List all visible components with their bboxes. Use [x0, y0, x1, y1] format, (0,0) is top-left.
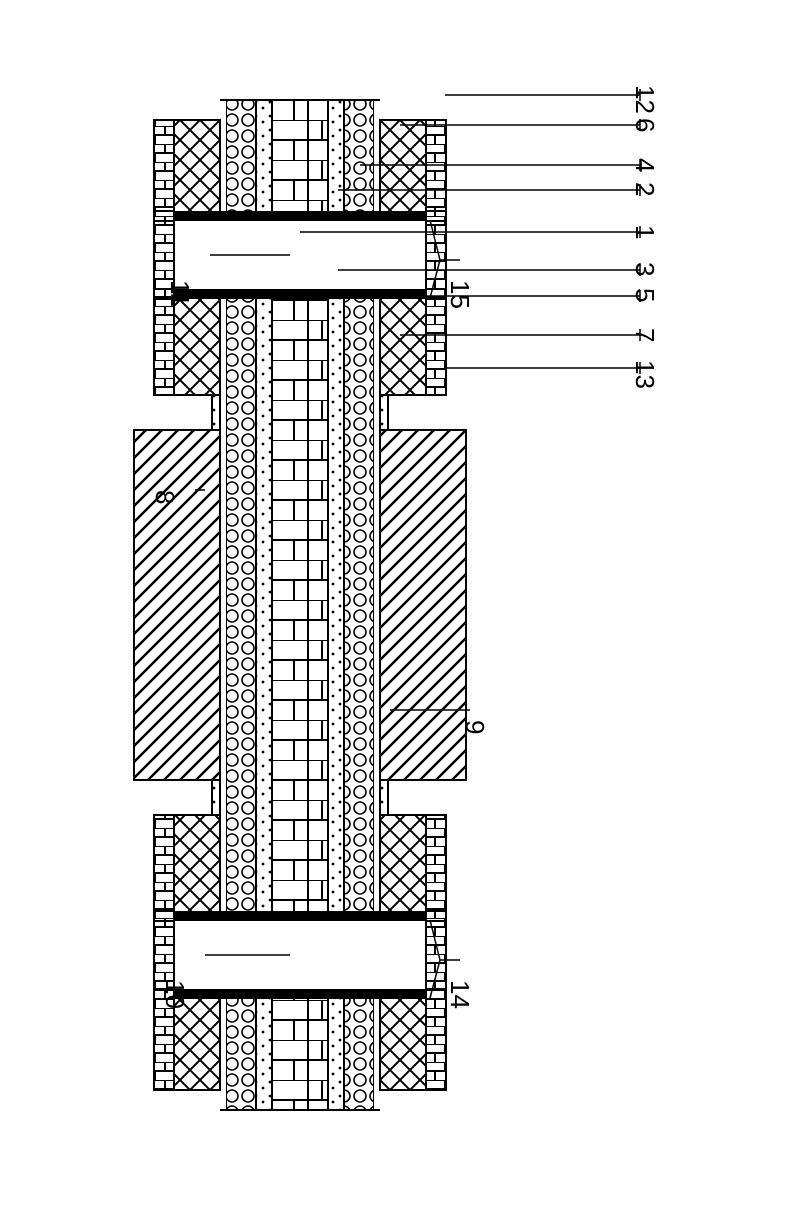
callout-11: 11	[164, 280, 195, 307]
callout-8: 8	[149, 490, 180, 504]
callout-5: 5	[629, 288, 660, 302]
diagram-container: 126421357131115891014	[0, 0, 800, 1216]
callout-9: 9	[459, 720, 490, 734]
callout-12: 12	[629, 85, 660, 114]
callout-6: 6	[629, 118, 660, 132]
callout-2: 2	[629, 182, 660, 196]
callout-7: 7	[629, 328, 660, 342]
callout-1: 1	[629, 225, 660, 239]
callout-15: 15	[444, 280, 475, 309]
callout-3: 3	[629, 262, 660, 276]
callout-4: 4	[629, 158, 660, 172]
callout-10: 10	[159, 980, 190, 1009]
technical-diagram	[0, 0, 800, 1216]
callout-13: 13	[629, 360, 660, 389]
callout-14: 14	[444, 980, 475, 1009]
